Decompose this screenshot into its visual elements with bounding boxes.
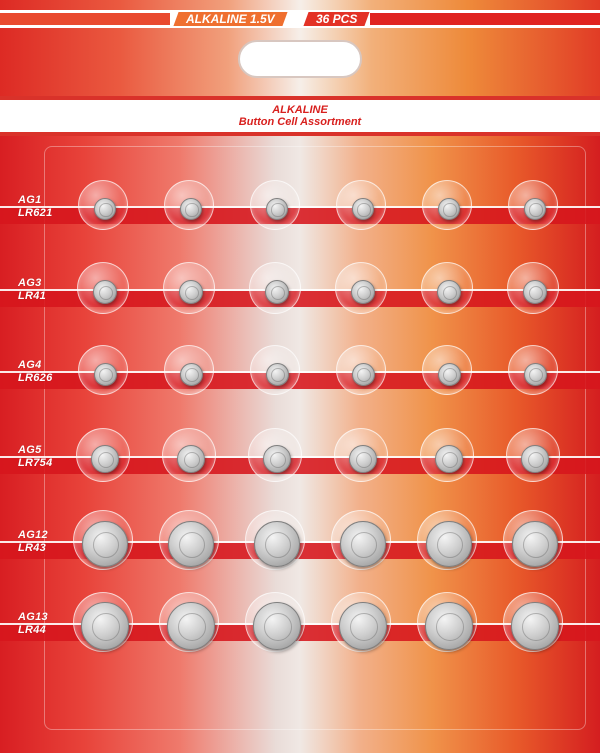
row-label: AG13 LR44	[18, 611, 48, 637]
button-cell-battery	[82, 521, 128, 567]
blister-bubble	[249, 262, 301, 314]
button-cell-battery	[168, 521, 214, 567]
button-cell-battery	[351, 362, 375, 386]
row-label: AG1 LR621	[18, 194, 53, 220]
button-cell-battery	[180, 198, 202, 220]
button-cell-battery	[437, 362, 461, 386]
row-label: AG3 LR41	[18, 277, 46, 303]
button-cell-battery	[435, 445, 463, 473]
button-cell-battery	[340, 521, 386, 567]
button-cell-battery	[339, 602, 387, 650]
header-title: ALKALINE	[272, 104, 328, 116]
button-cell-battery	[94, 198, 116, 220]
header-subtitle: Button Cell Assortment	[238, 116, 362, 128]
button-cell-battery	[254, 521, 300, 567]
row-label: AG4 LR626	[18, 359, 53, 385]
button-cell-battery	[167, 602, 215, 650]
row-code: AG4	[18, 359, 42, 371]
count-tag-text: 36 PCS	[316, 12, 358, 26]
row-code: AG3	[18, 277, 42, 289]
battery-row: AG5 LR754	[0, 428, 600, 498]
button-cell-battery	[253, 602, 301, 650]
button-cell-battery	[425, 602, 473, 650]
button-cell-battery	[179, 280, 203, 304]
button-cell-battery	[524, 198, 546, 220]
top-stripe-right-red	[370, 13, 600, 25]
row-code: AG13	[18, 611, 48, 623]
row-code: AG1	[18, 194, 42, 206]
button-cell-battery	[91, 445, 119, 473]
row-iec-code: LR44	[18, 624, 47, 636]
battery-row: AG3 LR41	[0, 262, 600, 332]
button-cell-battery	[523, 362, 547, 386]
top-stripe-left-red	[0, 13, 170, 25]
button-cell-battery	[511, 602, 559, 650]
button-cell-battery	[352, 198, 374, 220]
button-cell-battery	[177, 445, 205, 473]
blister-bubble	[334, 428, 388, 482]
button-cell-battery	[93, 362, 117, 386]
button-cell-battery	[265, 362, 289, 386]
button-cell-battery	[349, 445, 377, 473]
battery-row: AG12 LR43	[0, 510, 600, 580]
voltage-tag: ALKALINE 1.5V	[173, 12, 288, 26]
count-tag: 36 PCS	[303, 12, 370, 26]
button-cell-battery	[523, 280, 547, 304]
voltage-tag-text: ALKALINE 1.5V	[186, 12, 275, 26]
button-cell-battery	[437, 280, 461, 304]
button-cell-battery	[93, 280, 117, 304]
row-iec-code: LR626	[18, 372, 53, 384]
button-cell-battery	[512, 521, 558, 567]
hang-hole	[238, 40, 362, 78]
button-cell-battery	[263, 445, 291, 473]
blister-outline	[44, 146, 586, 730]
row-white-line	[0, 371, 600, 373]
header-banner: ALKALINE Button Cell Assortment	[0, 96, 600, 136]
button-cell-battery	[438, 198, 460, 220]
row-white-line	[0, 206, 600, 208]
button-cell-battery	[266, 198, 288, 220]
row-iec-code: LR43	[18, 542, 47, 554]
button-cell-battery	[351, 280, 375, 304]
battery-row: AG4 LR626	[0, 345, 600, 415]
row-code: AG5	[18, 444, 42, 456]
button-cell-battery	[426, 521, 472, 567]
row-iec-code: LR754	[18, 457, 53, 469]
button-cell-battery	[179, 362, 203, 386]
row-label: AG12 LR43	[18, 529, 48, 555]
button-cell-battery	[521, 445, 549, 473]
row-iec-code: LR41	[18, 290, 47, 302]
battery-row: AG13 LR44	[0, 592, 600, 662]
battery-row: AG1 LR621	[0, 180, 600, 250]
row-label: AG5 LR754	[18, 444, 53, 470]
button-cell-battery	[265, 280, 289, 304]
row-code: AG12	[18, 529, 48, 541]
button-cell-battery	[81, 602, 129, 650]
row-iec-code: LR621	[18, 207, 53, 219]
top-white-stripe: ALKALINE 1.5V 36 PCS	[0, 10, 600, 28]
